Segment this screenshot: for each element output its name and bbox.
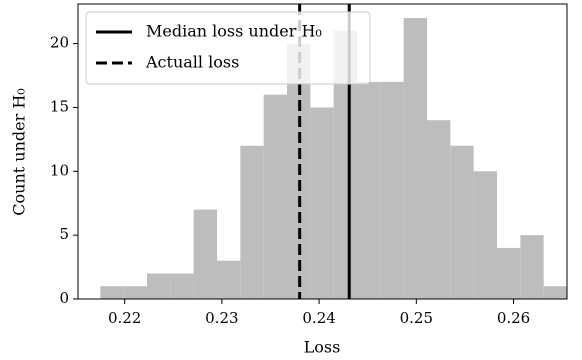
histogram-bar [193, 209, 218, 299]
y-tick-label: 10 [50, 161, 69, 179]
histogram-bar [310, 107, 334, 299]
y-tick-label: 20 [50, 34, 69, 52]
y-tick-label: 0 [59, 289, 69, 307]
histogram-bar [427, 120, 451, 299]
histogram-bar [497, 247, 521, 299]
histogram-bar [100, 286, 124, 299]
histogram-bar [263, 94, 288, 300]
histogram-bar [170, 273, 194, 299]
histogram-bar [520, 235, 544, 299]
x-tick-label: 0.24 [302, 309, 335, 327]
x-tick-label: 0.25 [400, 309, 433, 327]
plot-frame [77, 3, 568, 300]
x-axis-label: Loss [304, 338, 341, 357]
histogram-bar [473, 171, 498, 299]
x-tick-label: 0.22 [108, 309, 141, 327]
y-tick-label: 5 [59, 225, 69, 243]
y-axis-label: Count under H₀ [10, 88, 29, 215]
histogram-bar [403, 18, 428, 300]
y-tick-label: 15 [50, 97, 69, 115]
histogram-bar [333, 30, 358, 300]
histogram-bar [543, 286, 567, 299]
histogram-bar [380, 81, 404, 299]
legend: Median loss under H₀ Actuall loss [85, 11, 371, 85]
histogram-bar [147, 273, 171, 299]
legend-label: Actuall loss [145, 53, 239, 72]
histogram-bar [123, 286, 148, 299]
x-tick-label: 0.23 [205, 309, 238, 327]
legend-label: Median loss under H₀ [146, 22, 322, 41]
histogram-bar [240, 145, 264, 299]
histogram-bar [357, 81, 381, 299]
legend-box [85, 11, 371, 85]
x-tick-label: 0.26 [497, 309, 530, 327]
histogram-bar [217, 260, 241, 299]
histogram-bar [450, 145, 474, 299]
